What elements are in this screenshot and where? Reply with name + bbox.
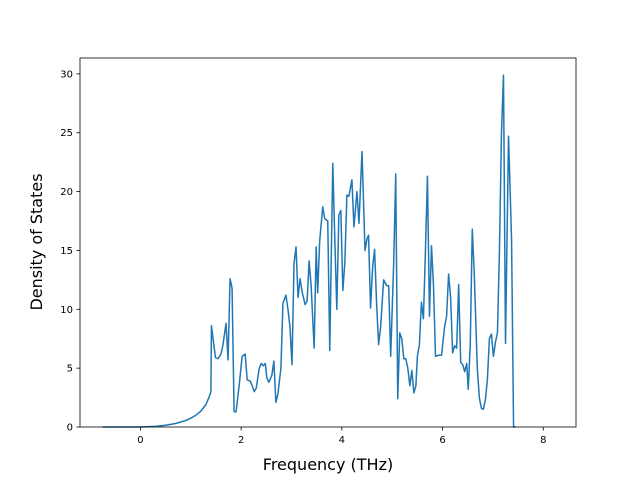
line-series — [102, 74, 516, 428]
y-tick-label: 15 — [60, 246, 73, 257]
y-tick-label: 30 — [60, 69, 73, 80]
y-tick-label: 25 — [60, 128, 73, 139]
y-tick-label: 5 — [67, 364, 73, 375]
y-axis-label: Density of States — [27, 173, 46, 310]
x-tick-label: 6 — [439, 435, 445, 446]
axes-frame — [79, 57, 577, 428]
x-tick-label: 4 — [339, 435, 345, 446]
x-axis-label: Frequency (THz) — [263, 455, 393, 474]
x-tick-label: 8 — [540, 435, 546, 446]
x-tick-label: 0 — [137, 435, 143, 446]
y-tick-label: 10 — [60, 305, 73, 316]
y-tick-label: 20 — [60, 187, 73, 198]
y-tick-label: 0 — [67, 423, 73, 434]
x-tick-label: 2 — [238, 435, 244, 446]
